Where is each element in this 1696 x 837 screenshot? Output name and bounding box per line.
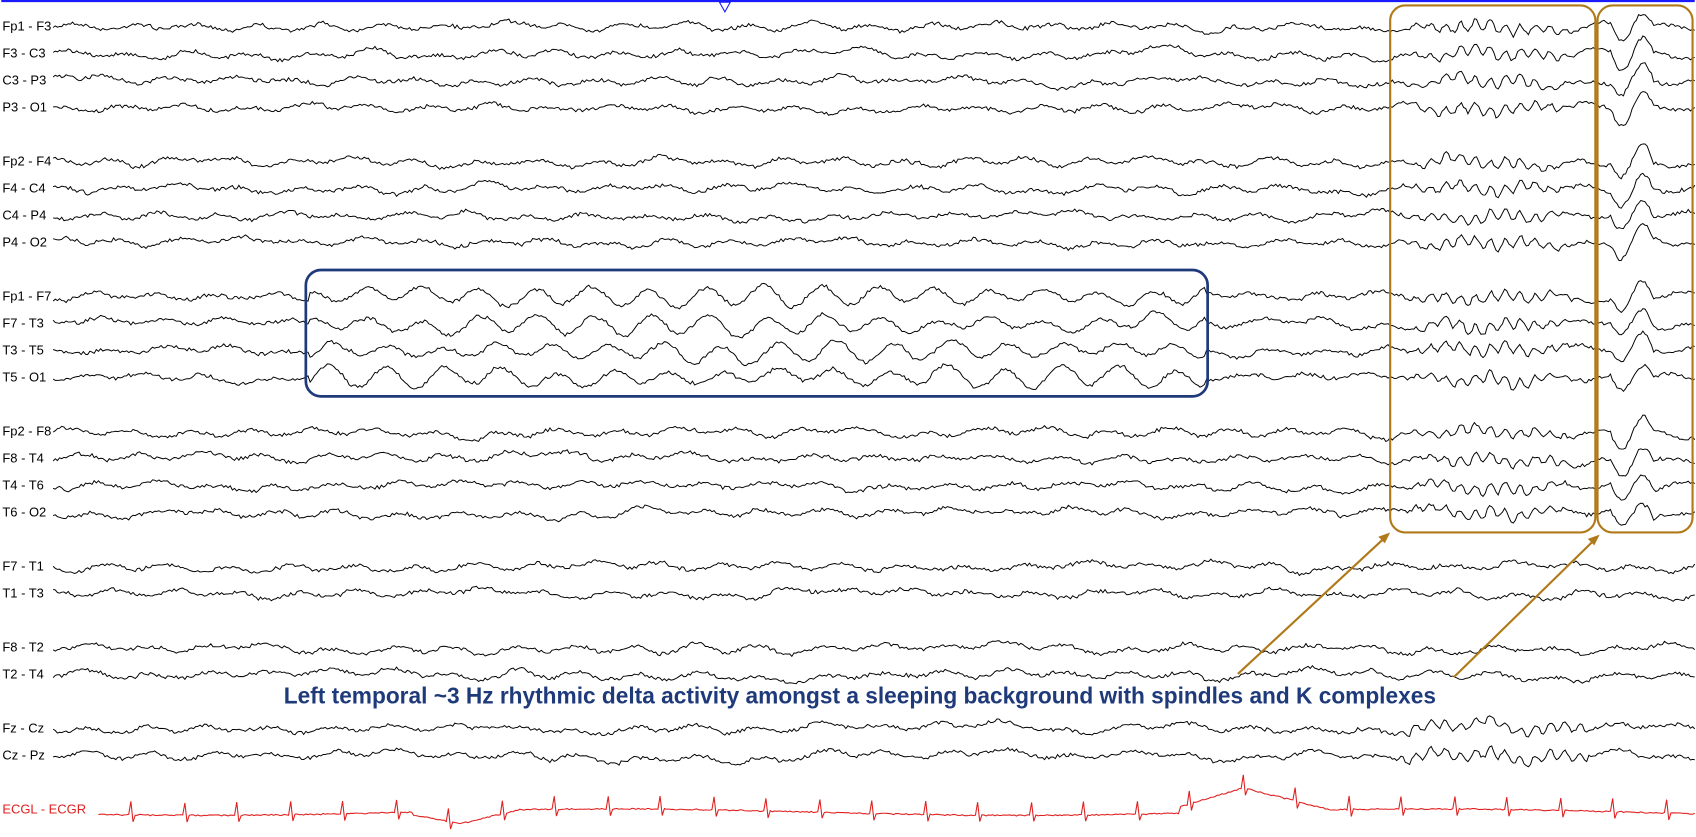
eeg-trace (53, 585, 1695, 602)
arrow-head (1587, 534, 1600, 546)
eeg-trace (52, 143, 1695, 180)
eeg-trace (52, 308, 1695, 339)
channel-label: Fp2 - F4 (2, 153, 51, 168)
eeg-trace (52, 502, 1696, 526)
eeg-trace (53, 745, 1695, 768)
eeg-trace (52, 448, 1695, 477)
channel-label: F7 - T1 (2, 558, 44, 573)
eeg-trace (52, 14, 1695, 42)
channel-label: T2 - T4 (2, 666, 44, 681)
eeg-trace (52, 280, 1695, 314)
eeg-trace (52, 715, 1696, 738)
eeg-trace (52, 363, 1695, 393)
time-marker (718, 1, 732, 13)
eeg-trace (52, 664, 1695, 685)
ecg-label: ECGL - ECGR (2, 801, 86, 816)
eeg-trace (52, 62, 1695, 97)
eeg-trace (52, 35, 1695, 71)
eeg-trace (52, 640, 1696, 658)
channel-label: Fz - Cz (2, 720, 44, 735)
channel-label: T3 - T5 (2, 342, 44, 357)
eeg-trace (52, 330, 1695, 367)
channel-label: T5 - O1 (2, 369, 46, 384)
channel-label: F3 - C3 (2, 45, 45, 60)
eeg-trace (52, 474, 1696, 501)
traces (52, 14, 1696, 830)
channel-label: F7 - T3 (2, 315, 44, 330)
channel-label: F8 - T4 (2, 450, 44, 465)
ecg-trace (98, 774, 1695, 830)
eeg-trace (53, 91, 1695, 127)
channel-label: C3 - P3 (2, 72, 46, 87)
arrow (1453, 537, 1598, 678)
channel-label: Fp2 - F8 (2, 423, 51, 438)
channel-labels: Fp1 - F3 F3 - C3 C3 - P3 P3 - O1 Fp2 - F4 F4 … (2, 18, 86, 816)
arrow (1237, 534, 1388, 675)
channel-label: C4 - P4 (2, 207, 46, 222)
arrow-head (1378, 532, 1391, 544)
channel-label: T4 - T6 (2, 477, 44, 492)
eeg-trace (53, 172, 1696, 209)
eeg-trace (52, 414, 1696, 450)
channel-label: P3 - O1 (2, 99, 47, 114)
delta-box (304, 268, 1209, 398)
channel-label: Fp1 - F7 (2, 288, 51, 303)
channel-label: Fp1 - F3 (2, 18, 51, 33)
channel-label: F8 - T2 (2, 639, 44, 654)
channel-label: P4 - O2 (2, 234, 47, 249)
k-complex-box (1596, 4, 1694, 534)
spindle-box (1389, 4, 1597, 534)
eeg-trace (52, 222, 1696, 262)
annotation: Left temporal ~3 Hz rhythmic delta activ… (284, 683, 1436, 709)
eeg-trace (52, 558, 1696, 577)
channel-label: T1 - T3 (2, 585, 44, 600)
channel-label: F4 - C4 (2, 180, 45, 195)
eeg-trace (53, 200, 1696, 230)
channel-label: Cz - Pz (2, 747, 44, 762)
channel-label: T6 - O2 (2, 504, 46, 519)
